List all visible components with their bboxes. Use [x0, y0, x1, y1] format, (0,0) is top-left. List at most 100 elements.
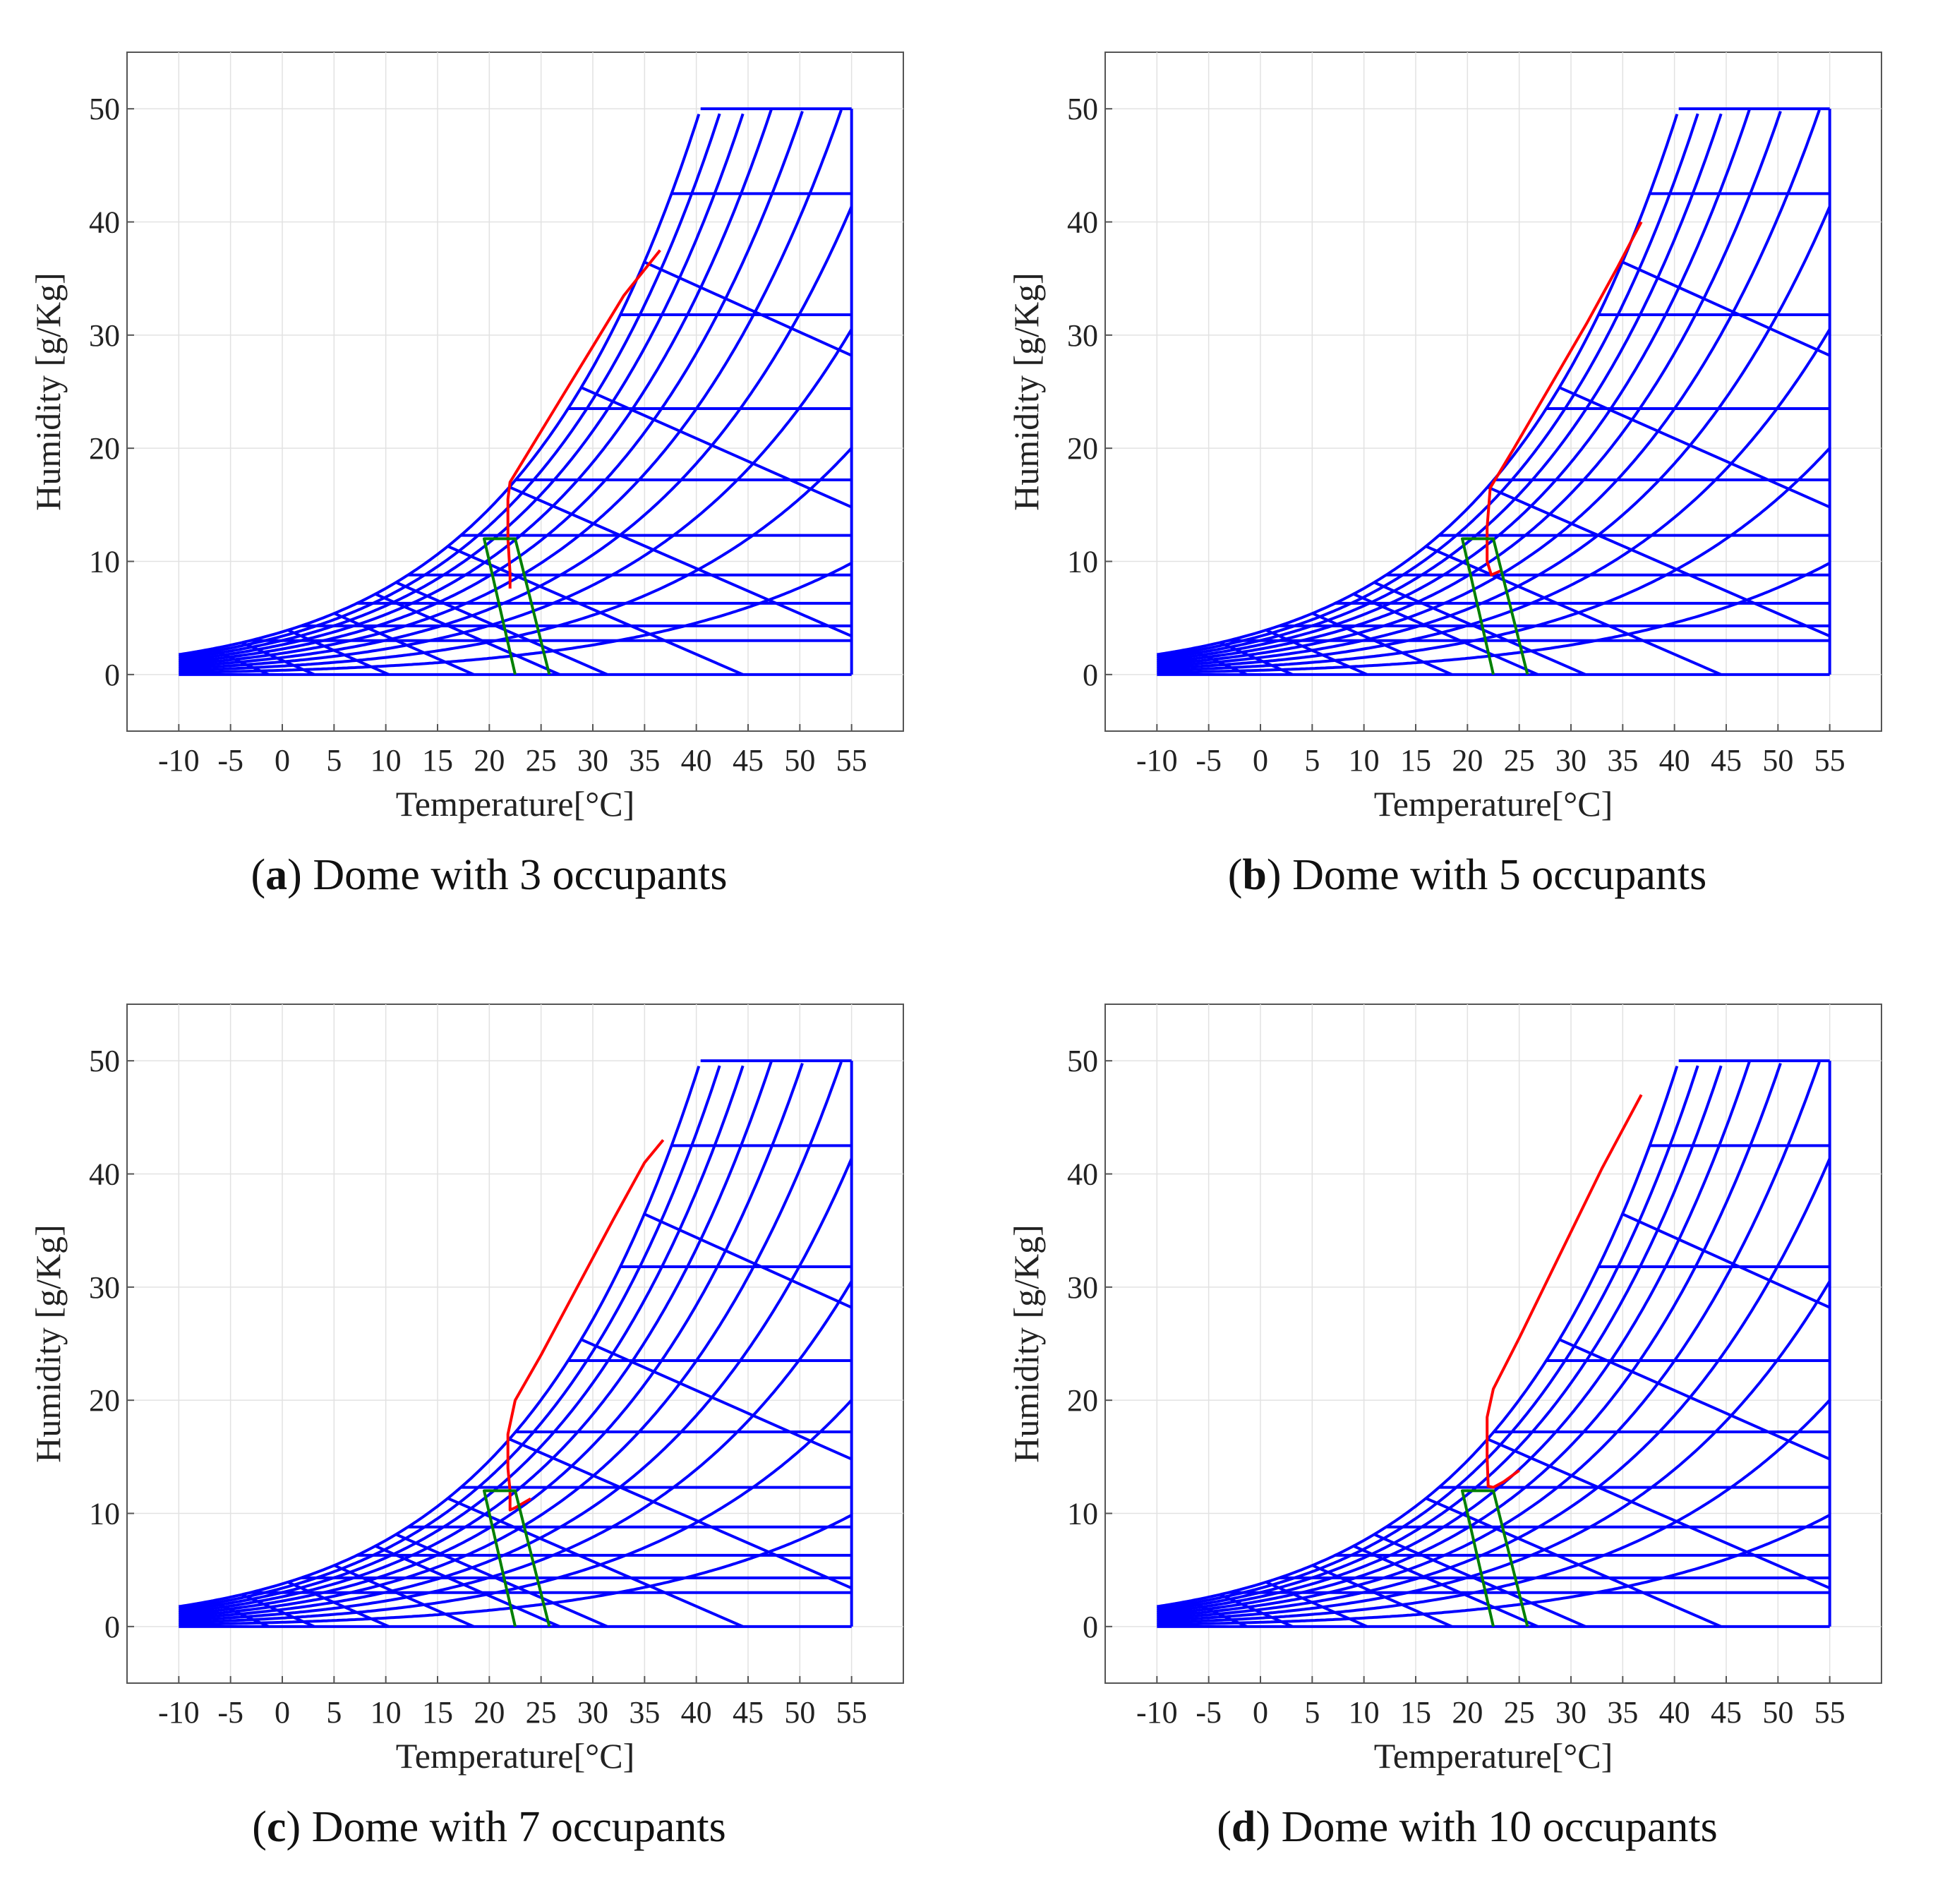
y-tick-label: 30 — [1067, 318, 1098, 353]
subplot-c: -10 -5 0 5 10 15 20 25 30 35 40 45 50 55 0 10 20 30 40 50 Te… — [0, 952, 978, 1904]
x-tick-label: 30 — [577, 1695, 608, 1730]
x-tick-label: 55 — [1814, 743, 1845, 778]
x-tick-label: 5 — [1304, 743, 1320, 778]
x-tick-label: 45 — [1711, 1695, 1742, 1730]
rh-curve-80 — [179, 1065, 745, 1613]
rh-curve-30 — [179, 328, 853, 670]
x-axis-label: Temperature[°C] — [396, 784, 635, 824]
rh-curve-50 — [1157, 1061, 1821, 1618]
x-tick-label: 10 — [371, 743, 402, 778]
y-tick-label: 0 — [104, 1610, 120, 1644]
x-tick-label: 20 — [474, 1695, 505, 1730]
series-trajectory — [506, 1139, 665, 1512]
enthalpy-line — [395, 581, 608, 676]
enthalpy-line — [1622, 260, 1831, 357]
y-axis-label: Humidity [g/Kg] — [28, 272, 68, 510]
x-tick-label: 55 — [836, 1695, 867, 1730]
y-tick-label: 20 — [1067, 1383, 1098, 1418]
x-tick-label: -5 — [1196, 743, 1222, 778]
psychrometric-grid — [179, 1059, 853, 1628]
x-tick-label: 20 — [1452, 1695, 1483, 1730]
enthalpy-line — [375, 592, 560, 676]
x-tick-label: 50 — [784, 1695, 815, 1730]
y-tick-label: 30 — [89, 1270, 120, 1305]
enthalpy-line — [508, 1438, 853, 1590]
chart-d: -10 -5 0 5 10 15 20 25 30 35 40 45 50 55 0 10 20 30 40 50 Te… — [1006, 1004, 1882, 1776]
x-tick-label: 0 — [1253, 1695, 1268, 1730]
y-tick-label: 40 — [89, 205, 120, 240]
rh-curve-30 — [1157, 1280, 1831, 1622]
rh-curve-50 — [179, 1061, 843, 1618]
y-axis-label: Humidity [g/Kg] — [28, 1224, 68, 1462]
y-tick-label: 50 — [1067, 92, 1098, 126]
enthalpy-line — [447, 545, 744, 676]
enthalpy-line — [508, 486, 853, 638]
x-tick-label: 40 — [1659, 1695, 1690, 1730]
enthalpy-line — [447, 1497, 744, 1628]
enthalpy-line — [241, 641, 315, 676]
x-tick-label: 30 — [577, 743, 608, 778]
x-tick-label: -5 — [217, 1695, 243, 1730]
subplot-a: -10 -5 0 5 10 15 20 25 30 35 40 45 50 55 0 10 20 30 40 50 Te… — [0, 0, 978, 952]
enthalpy-line — [1188, 647, 1248, 676]
x-tick-label: 50 — [784, 743, 815, 778]
x-tick-label: 15 — [422, 1695, 453, 1730]
y-tick-label: 40 — [1067, 205, 1098, 240]
y-tick-label: 30 — [1067, 1270, 1098, 1305]
x-axis-label: Temperature[°C] — [396, 1736, 635, 1776]
enthalpy-line — [1486, 486, 1831, 638]
x-tick-label: 20 — [474, 743, 505, 778]
chart-b: -10 -5 0 5 10 15 20 25 30 35 40 45 50 55 0 10 20 30 40 50 Te… — [1006, 52, 1882, 824]
enthalpy-line — [333, 612, 475, 676]
x-tick-label: -5 — [1196, 1695, 1222, 1730]
caption-letter: d — [1231, 1803, 1256, 1851]
caption-text: Dome with 3 occupants — [313, 851, 728, 899]
x-tick-label: 40 — [1659, 743, 1690, 778]
enthalpy-line — [644, 1212, 853, 1309]
caption-a: (a) Dome with 3 occupants — [251, 851, 728, 899]
y-tick-label: 0 — [104, 658, 120, 692]
x-tick-label: 15 — [1400, 743, 1431, 778]
rh-curve-80 — [1157, 113, 1723, 661]
enthalpy-line — [210, 647, 270, 676]
rh-curve-80 — [179, 113, 745, 661]
x-tick-label: 15 — [422, 743, 453, 778]
caption-c: (c) Dome with 7 occupants — [252, 1803, 726, 1851]
enthalpy-line — [241, 1593, 315, 1628]
enthalpy-line — [395, 1533, 608, 1628]
x-tick-label: 10 — [371, 1695, 402, 1730]
x-tick-label: 25 — [526, 1695, 557, 1730]
enthalpy-line — [1265, 1581, 1368, 1628]
x-tick-label: 25 — [1504, 1695, 1535, 1730]
x-tick-label: 5 — [1304, 1695, 1320, 1730]
caption-text: Dome with 5 occupants — [1292, 851, 1707, 899]
enthalpy-line — [287, 1581, 390, 1628]
enthalpy-line — [1373, 581, 1586, 676]
series-comfort-zone — [483, 537, 551, 675]
x-tick-label: 45 — [733, 743, 764, 778]
x-tick-label: 40 — [681, 1695, 712, 1730]
x-tick-label: 0 — [275, 1695, 290, 1730]
x-tick-label: 30 — [1555, 1695, 1586, 1730]
x-tick-label: 55 — [1814, 1695, 1845, 1730]
x-tick-label: 10 — [1349, 743, 1380, 778]
caption-text: Dome with 7 occupants — [311, 1803, 726, 1851]
x-tick-label: 20 — [1452, 743, 1483, 778]
series-comfort-zone — [1461, 537, 1529, 675]
enthalpy-line — [375, 1544, 560, 1628]
y-tick-label: 50 — [89, 1044, 120, 1078]
y-tick-label: 10 — [89, 545, 120, 579]
x-tick-label: 35 — [629, 1695, 660, 1730]
y-tick-label: 10 — [1067, 1497, 1098, 1531]
enthalpy-line — [580, 386, 853, 509]
y-tick-label: 50 — [1067, 1044, 1098, 1078]
y-tick-label: 50 — [89, 92, 120, 126]
y-tick-label: 20 — [89, 1383, 120, 1418]
series-trajectory — [506, 249, 661, 589]
x-tick-label: 45 — [733, 1695, 764, 1730]
rh-curve-100 — [179, 1066, 701, 1608]
rh-curve-50 — [1157, 109, 1821, 666]
x-axis-label: Temperature[°C] — [1374, 1736, 1613, 1776]
x-tick-label: 25 — [1504, 743, 1535, 778]
rh-curve-100 — [1157, 1066, 1679, 1608]
